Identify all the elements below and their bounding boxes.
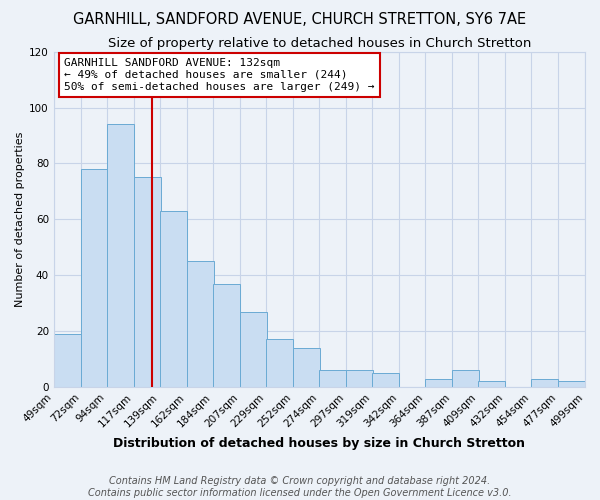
Text: GARNHILL SANDFORD AVENUE: 132sqm
← 49% of detached houses are smaller (244)
50% : GARNHILL SANDFORD AVENUE: 132sqm ← 49% o…	[64, 58, 375, 92]
Bar	[81, 169, 108, 387]
X-axis label: Distribution of detached houses by size in Church Stretton: Distribution of detached houses by size …	[113, 437, 526, 450]
Bar	[160, 211, 187, 387]
Bar	[346, 370, 373, 387]
Bar	[187, 261, 214, 387]
Bar	[266, 340, 293, 387]
Bar	[213, 284, 240, 387]
Text: Contains HM Land Registry data © Crown copyright and database right 2024.
Contai: Contains HM Land Registry data © Crown c…	[88, 476, 512, 498]
Bar	[452, 370, 479, 387]
Bar	[558, 382, 585, 387]
Bar	[425, 378, 452, 387]
Y-axis label: Number of detached properties: Number of detached properties	[15, 132, 25, 307]
Bar	[372, 373, 399, 387]
Bar	[478, 382, 505, 387]
Bar	[293, 348, 320, 387]
Title: Size of property relative to detached houses in Church Stretton: Size of property relative to detached ho…	[108, 38, 531, 51]
Bar	[134, 178, 161, 387]
Bar	[240, 312, 267, 387]
Bar	[531, 378, 558, 387]
Bar	[319, 370, 346, 387]
Bar	[107, 124, 134, 387]
Bar	[54, 334, 81, 387]
Text: GARNHILL, SANDFORD AVENUE, CHURCH STRETTON, SY6 7AE: GARNHILL, SANDFORD AVENUE, CHURCH STRETT…	[73, 12, 527, 28]
